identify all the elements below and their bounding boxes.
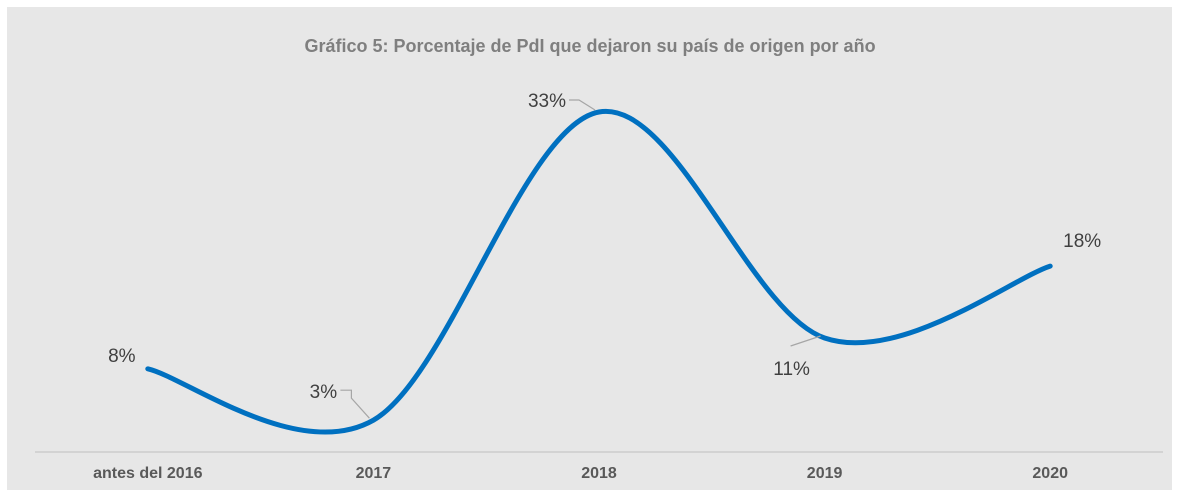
chart-background [7, 7, 1172, 490]
x-tick-label: 2017 [356, 465, 392, 482]
leader-line [569, 99, 596, 111]
x-tick-label: 2019 [807, 465, 843, 482]
chart-title: Gráfico 5: Porcentaje de PdI que dejaron… [304, 36, 875, 56]
data-label: 18% [1063, 231, 1101, 252]
data-label: 3% [310, 382, 338, 403]
data-label: 33% [528, 91, 566, 112]
leader-line [790, 335, 821, 347]
data-label: 8% [108, 346, 136, 367]
leader-line [340, 389, 370, 419]
x-tick-label: 2020 [1032, 465, 1068, 482]
x-tick-label: 2018 [581, 465, 617, 482]
data-label: 11% [773, 359, 810, 380]
line-series [145, 109, 1053, 435]
x-tick-label: antes del 2016 [93, 465, 203, 482]
